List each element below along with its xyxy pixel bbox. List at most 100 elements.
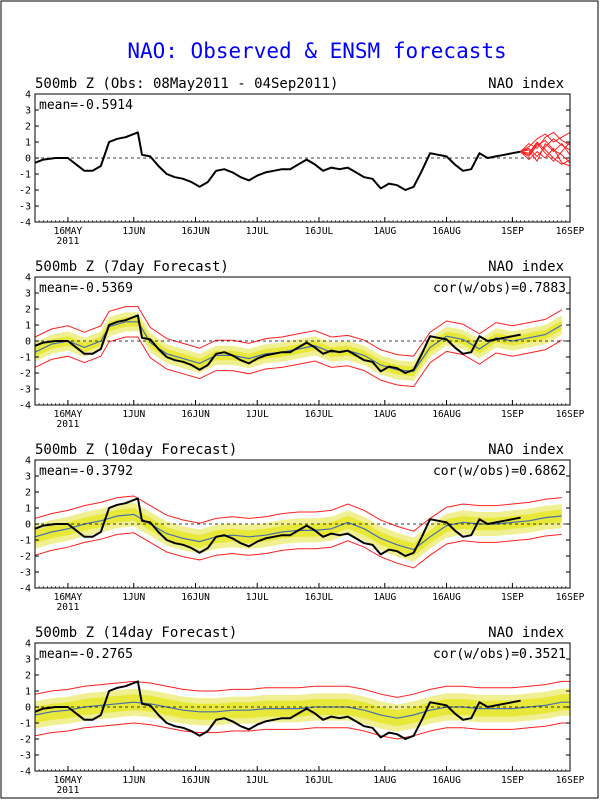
panel-title: 500mb Z (Obs: 08May2011 - 04Sep2011) [35,76,338,92]
y-tick-label: 2 [25,122,31,133]
y-tick-label: 1 [25,321,31,332]
y-tick-label: -2 [19,552,31,563]
x-tick-label: 16SEP [556,775,585,786]
x-tick-label: 1JUL [246,775,269,786]
y-tick-label: -4 [19,584,31,595]
panel-index-label: NAO index [488,259,564,275]
correlation-annotation: cor(w/obs)=0.3521 [433,647,566,662]
x-tick-label: 16JUL [305,775,334,786]
x-tick-year: 2011 [56,602,79,613]
x-tick-label: 1JUN [122,775,145,786]
x-tick-label: 16JUL [305,409,334,420]
x-tick-label: 16AUG [432,775,461,786]
y-tick-label: -3 [19,568,31,579]
x-tick-label: 16SEP [556,409,585,420]
x-tick-label: 16SEP [556,592,585,603]
y-tick-label: 3 [25,472,31,483]
ensemble-lower-envelope [34,532,562,569]
panel-1: 500mb Z (Obs: 08May2011 - 04Sep2011) NAO … [19,76,585,247]
y-tick-label: 2 [25,488,31,499]
x-tick-label: 16JUL [305,226,334,237]
y-tick-label: 2 [25,671,31,682]
y-tick-label: -4 [19,218,31,229]
x-tick-label: 16JUN [181,775,210,786]
x-tick-label: 1AUG [373,592,396,603]
x-tick-year: 2011 [56,236,79,247]
ensemble-lower-envelope [34,722,570,740]
y-tick-label: 0 [25,154,31,165]
panels: 500mb Z (Obs: 08May2011 - 04Sep2011) NAO … [19,76,585,796]
forecast-member-line [520,138,571,158]
y-tick-label: -1 [19,536,31,547]
y-tick-label: 4 [25,90,31,101]
panel-index-label: NAO index [488,442,564,458]
forecast-member-line [520,131,571,152]
correlation-annotation: cor(w/obs)=0.7883 [433,281,566,296]
x-tick-label: 1JUN [122,409,145,420]
x-tick-label: 1JUL [246,409,269,420]
forecast-member-line [520,139,571,164]
x-tick-label: 16JUN [181,226,210,237]
ensemble-upper-envelope [34,306,563,357]
x-tick-label: 1SEP [501,592,524,603]
y-tick-label: -3 [19,385,31,396]
y-tick-label: 3 [25,655,31,666]
y-tick-label: 2 [25,305,31,316]
y-tick-label: 4 [25,456,31,467]
x-tick-label: 16MAY [54,409,83,420]
x-tick-year: 2011 [56,785,79,796]
x-tick-label: 16SEP [556,226,585,237]
y-tick-label: 1 [25,687,31,698]
y-tick-label: 0 [25,337,31,348]
mean-annotation: mean=-0.3792 [39,464,133,479]
forecast-member-line [520,131,571,153]
y-tick-label: -2 [19,735,31,746]
x-tick-label: 16AUG [432,592,461,603]
x-tick-label: 1AUG [373,409,396,420]
panel-index-label: NAO index [488,76,564,92]
ensemble-mean-line [34,321,563,373]
ensemble-inner-band [35,508,562,556]
x-tick-label: 16MAY [54,226,83,237]
y-tick-label: 0 [25,703,31,714]
y-tick-label: -3 [19,202,31,213]
observed-nao-line [34,314,521,374]
x-tick-label: 1JUL [246,226,269,237]
mean-annotation: mean=-0.5369 [39,281,133,296]
y-tick-label: 1 [25,138,31,149]
y-tick-label: -1 [19,719,31,730]
x-tick-label: 16MAY [54,592,83,603]
y-tick-label: -1 [19,353,31,364]
y-tick-label: 4 [25,273,31,284]
x-tick-label: 1SEP [501,775,524,786]
forecast-member-line [520,141,571,162]
panel-3: 500mb Z (10day Forecast) NAO index -4 -3 -2 -… [19,442,585,613]
figure-title: NAO: Observed & ENSM forecasts [127,39,506,63]
y-tick-label: 3 [25,289,31,300]
x-tick-label: 16JUL [305,592,334,603]
x-tick-label: 1JUN [122,226,145,237]
forecast-member-line [520,141,571,166]
observed-nao-line [34,497,521,557]
x-tick-label: 16AUG [432,226,461,237]
observed-nao-line [34,131,521,191]
y-tick-label: 3 [25,106,31,117]
x-tick-label: 1JUN [122,592,145,603]
y-tick-label: 4 [25,639,31,650]
x-tick-label: 16JUN [181,592,210,603]
observed-nao-line [34,680,521,740]
mean-annotation: mean=-0.5914 [39,98,133,113]
x-tick-label: 16JUN [181,409,210,420]
x-tick-label: 1AUG [373,775,396,786]
x-tick-label: 16MAY [54,775,83,786]
x-tick-label: 1SEP [501,409,524,420]
panel-4: 500mb Z (14day Forecast) NAO index -4 -3 -2 -… [19,625,585,796]
panel-title: 500mb Z (7day Forecast) [35,259,229,275]
forecast-member-line [520,147,571,167]
y-tick-label: -2 [19,186,31,197]
y-tick-label: 0 [25,520,31,531]
panel-2: 500mb Z (7day Forecast) NAO index -4 -3 -2 -1… [19,259,585,430]
panel-title: 500mb Z (10day Forecast) [35,442,237,458]
